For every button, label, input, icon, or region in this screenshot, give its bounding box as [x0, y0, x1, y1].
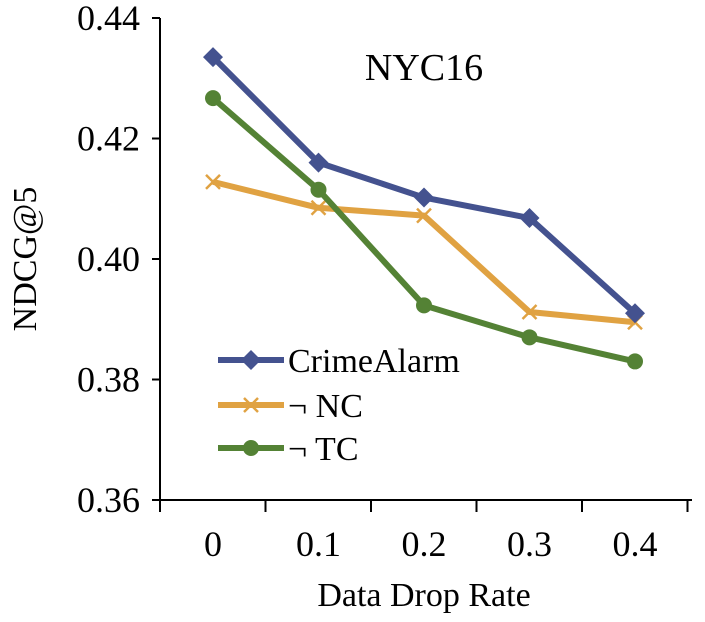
- y-ticks: 0.36 0.38 0.40 0.42 0.44: [77, 0, 160, 520]
- legend-item: ¬ TC: [218, 431, 359, 468]
- legend-label: ¬ TC: [288, 431, 359, 468]
- series-crimealarm: [203, 47, 645, 324]
- data-point-circle: [205, 90, 221, 107]
- data-point-diamond: [414, 187, 434, 208]
- data-point-x: [243, 397, 259, 413]
- data-point-circle: [627, 353, 643, 370]
- x-tick-label: 0.2: [402, 524, 447, 564]
- legend-item: ¬ NC: [218, 388, 363, 425]
- series-layer: [203, 47, 645, 370]
- data-point-diamond: [308, 152, 329, 173]
- y-axis-title: NDCG@5: [7, 187, 44, 332]
- legend-item: CrimeAlarm: [218, 343, 460, 380]
- x-ticks: 0 0.1 0.2 0.3 0.4: [159, 500, 689, 564]
- data-point-x-stroke: [310, 199, 327, 216]
- y-tick-label: 0.42: [77, 119, 140, 159]
- data-point-x-stroke: [243, 397, 259, 413]
- y-tick-label: 0.36: [77, 480, 140, 520]
- series-nc: [205, 173, 643, 331]
- series-tc: [205, 90, 643, 370]
- data-point-circle: [416, 297, 432, 314]
- data-point-diamond: [241, 350, 261, 370]
- data-point-x: [416, 207, 432, 224]
- data-point-x: [205, 173, 221, 190]
- data-point-x-stroke: [521, 304, 538, 320]
- data-point-diamond: [625, 303, 645, 324]
- legend-label: ¬ NC: [288, 388, 363, 425]
- legend: CrimeAlarm ¬ NC ¬ TC: [218, 343, 460, 468]
- data-point-x-stroke: [416, 207, 432, 224]
- y-tick-label: 0.38: [77, 360, 140, 400]
- x-tick-label: 0.1: [296, 524, 341, 564]
- axes: [159, 18, 692, 501]
- data-point-x-stroke: [205, 173, 221, 190]
- data-point-diamond: [519, 208, 540, 229]
- x-tick-label: 0.4: [613, 524, 658, 564]
- data-point-circle: [310, 181, 327, 198]
- chart-title: NYC16: [365, 47, 483, 89]
- series-line: [211, 95, 636, 365]
- y-tick-label: 0.40: [77, 239, 140, 279]
- y-tick-label: 0.44: [77, 0, 140, 38]
- x-tick-label: 0: [204, 524, 222, 564]
- data-point-circle: [243, 440, 259, 456]
- data-point-x: [310, 199, 327, 216]
- x-axis-title: Data Drop Rate: [317, 577, 530, 614]
- x-tick-label: 0.3: [507, 524, 552, 564]
- data-point-circle: [521, 329, 538, 346]
- legend-label: CrimeAlarm: [288, 343, 460, 380]
- data-point-x: [521, 304, 538, 320]
- series-line: [210, 55, 638, 316]
- data-point-diamond: [203, 47, 223, 68]
